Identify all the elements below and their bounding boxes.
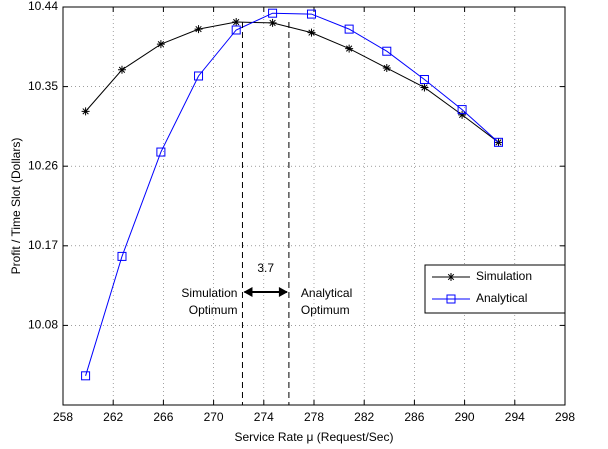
x-tick-label: 282 <box>354 410 374 424</box>
arrow-head <box>278 287 288 297</box>
star-marker <box>194 25 203 34</box>
annotation-text: Simulation <box>181 286 237 300</box>
x-tick-label: 262 <box>103 410 123 424</box>
square-marker <box>306 9 316 19</box>
legend: Simulation Analytical <box>424 264 566 314</box>
star-marker <box>81 107 90 116</box>
star-marker <box>345 44 354 53</box>
series-line <box>85 12 499 376</box>
square-marker <box>231 25 241 35</box>
square-marker <box>419 75 429 85</box>
square-marker <box>268 8 278 18</box>
star-marker <box>420 83 429 92</box>
legend-marker <box>447 273 455 281</box>
star-marker <box>232 18 241 27</box>
x-tick-label: 258 <box>53 410 73 424</box>
star-marker <box>458 110 467 119</box>
square-marker <box>493 137 503 147</box>
y-tick-label: 10.35 <box>28 79 58 93</box>
square-marker <box>457 105 467 115</box>
square-marker <box>194 71 204 81</box>
annotation-text: Optimum <box>189 303 238 317</box>
star-marker <box>382 64 391 73</box>
legend-marker <box>446 294 456 304</box>
star-marker <box>307 28 316 37</box>
arrow-head <box>243 287 253 297</box>
star-marker <box>117 65 126 74</box>
square-marker <box>156 147 166 157</box>
square-marker <box>344 24 354 34</box>
x-tick-label: 298 <box>555 410 575 424</box>
square-marker <box>81 371 91 381</box>
x-tick-label: 286 <box>404 410 424 424</box>
y-tick-label: 10.26 <box>28 158 58 172</box>
plot-frame <box>62 6 566 406</box>
x-tick-label: 294 <box>505 410 525 424</box>
y-axis-label: Profit / Time Slot (Dollars) <box>9 138 23 275</box>
x-tick-label: 266 <box>153 410 173 424</box>
y-tick-label: 10.17 <box>28 238 58 252</box>
x-tick-label: 274 <box>254 410 274 424</box>
y-tick-label: 10.44 <box>28 0 58 13</box>
gap-label: 3.7 <box>257 261 274 275</box>
star-marker <box>268 18 277 27</box>
legend-box <box>424 264 566 314</box>
annotation-text: Optimum <box>301 303 350 317</box>
x-tick-label: 270 <box>204 410 224 424</box>
annotation-text: Analytical <box>301 286 352 300</box>
star-marker <box>156 40 165 49</box>
square-marker <box>117 251 127 261</box>
series-line <box>85 21 499 143</box>
x-tick-label: 278 <box>304 410 324 424</box>
square-marker <box>382 46 392 56</box>
legend-label: Analytical <box>476 291 527 305</box>
legend-label: Simulation <box>476 269 532 283</box>
x-axis-label: Service Rate μ (Request/Sec) <box>235 430 394 444</box>
y-tick-label: 10.08 <box>28 318 58 332</box>
x-tick-label: 290 <box>455 410 475 424</box>
